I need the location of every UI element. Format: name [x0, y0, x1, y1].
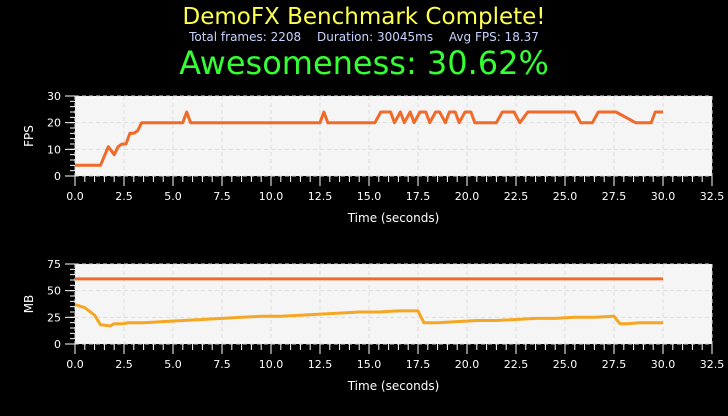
- x-tick-label: 27.5: [602, 358, 627, 371]
- y-tick-label: 0: [54, 170, 61, 183]
- y-tick-label: 10: [47, 143, 61, 156]
- x-tick-label: 20.0: [455, 190, 480, 203]
- x-tick-label: 2.5: [115, 358, 133, 371]
- x-tick-label: 30.0: [651, 190, 676, 203]
- x-tick-label: 17.5: [406, 190, 431, 203]
- x-tick-label: 30.0: [651, 358, 676, 371]
- series-line-1: [74, 303, 663, 328]
- awesomeness-score: Awesomeness: 30.62%: [179, 44, 549, 82]
- y-tick-label: 25: [47, 311, 61, 324]
- x-tick-label: 27.5: [602, 190, 627, 203]
- x-tick-label: 22.5: [504, 358, 529, 371]
- y-axis-title: FPS: [22, 125, 36, 147]
- x-tick-label: 7.5: [213, 358, 231, 371]
- plot-area: [75, 264, 712, 344]
- x-tick-label: 0.0: [66, 190, 84, 203]
- x-tick-label: 17.5: [406, 358, 431, 371]
- series-line-0: [75, 110, 663, 167]
- x-tick-label: 7.5: [213, 190, 231, 203]
- benchmark-stats: Total frames: 2208 Duration: 30045ms Avg…: [0, 30, 728, 44]
- x-tick-label: 10.0: [259, 358, 284, 371]
- x-tick-label: 15.0: [357, 190, 382, 203]
- y-tick-label: 20: [47, 117, 61, 130]
- x-tick-label: 20.0: [455, 358, 480, 371]
- x-axis-title: Time (seconds): [347, 211, 440, 225]
- x-tick-label: 0.0: [66, 358, 84, 371]
- x-tick-label: 32.5: [700, 190, 725, 203]
- y-tick-label: 30: [47, 90, 61, 103]
- y-axis-title: MB: [22, 295, 36, 314]
- x-tick-label: 2.5: [115, 190, 133, 203]
- x-tick-label: 12.5: [308, 358, 333, 371]
- x-tick-label: 25.0: [553, 190, 578, 203]
- x-tick-label: 5.0: [164, 190, 182, 203]
- duration-text: Duration: 30045ms: [316, 30, 434, 44]
- y-tick-label: 50: [47, 285, 61, 298]
- y-tick-label: 0: [54, 338, 61, 351]
- x-axis-title: Time (seconds): [347, 379, 440, 393]
- x-tick-label: 5.0: [164, 358, 182, 371]
- x-tick-label: 15.0: [357, 358, 382, 371]
- benchmark-title: DemoFX Benchmark Complete!: [182, 4, 546, 30]
- fps-chart: 0.0 2.5 5.0 7.5 10.0 12.5 15.0 17.5 20.0 22.5 25.0…: [22, 90, 725, 225]
- x-tick-label: 22.5: [504, 190, 529, 203]
- x-tick-label: 10.0: [259, 190, 284, 203]
- y-tick-label: 75: [47, 258, 61, 271]
- x-tick-label: 32.5: [700, 358, 725, 371]
- memory-chart: 0.0 2.5 5.0 7.5 10.0 12.5 15.0 17.5 20.0 22.5 25.0…: [22, 258, 725, 393]
- x-tick-label: 12.5: [308, 190, 333, 203]
- avg-fps-text: Avg FPS: 18.37: [448, 30, 539, 44]
- plot-area: [75, 96, 712, 176]
- x-tick-label: 25.0: [553, 358, 578, 371]
- total-frames-text: Total frames: 2208: [189, 30, 302, 44]
